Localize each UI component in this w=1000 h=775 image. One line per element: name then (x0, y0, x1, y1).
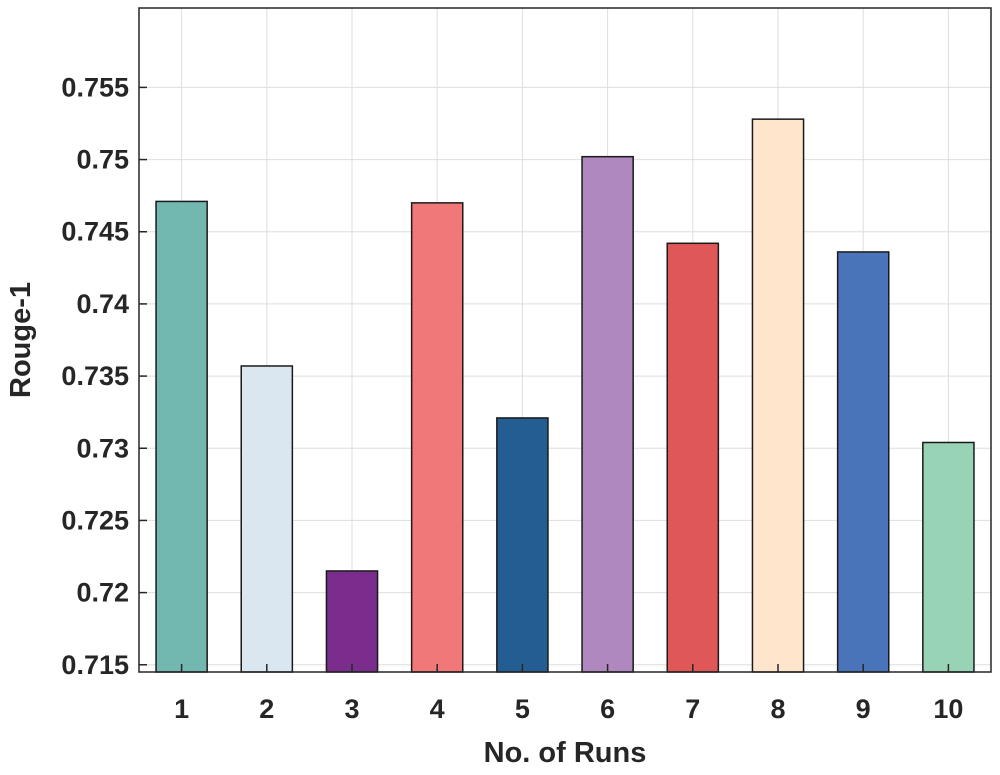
x-tick-label: 5 (515, 694, 530, 724)
x-axis-label: No. of Runs (484, 737, 647, 769)
bar-run-10 (922, 441, 975, 673)
bar-run-4 (410, 202, 464, 673)
plot-frame (138, 7, 992, 673)
y-ticks: 0.715 0.72 0.725 0.73 0.735 0.74 0.745 0.75 0.75… (61, 72, 147, 680)
y-tick-label: 0.72 (76, 578, 129, 608)
x-tick-label: 10 (933, 694, 963, 724)
bar-run-8 (751, 118, 805, 673)
x-tick-label: 3 (344, 694, 359, 724)
x-tick-label: 7 (685, 694, 700, 724)
bar-run-1 (155, 200, 208, 673)
x-tick-label: 2 (259, 694, 274, 724)
bar-run-3 (325, 570, 379, 673)
bars-layer (155, 118, 975, 673)
x-tick-label: 8 (770, 694, 785, 724)
x-ticks: 1 2 3 4 5 6 7 8 9 10 (174, 664, 963, 724)
y-tick-label: 0.75 (76, 145, 129, 175)
x-tick-label: 9 (856, 694, 871, 724)
y-tick-label: 0.745 (61, 217, 129, 247)
y-tick-label: 0.755 (61, 72, 129, 102)
y-tick-label: 0.74 (76, 289, 129, 319)
bar-run-9 (836, 251, 890, 673)
y-tick-label: 0.735 (61, 361, 129, 391)
bar-run-6 (581, 155, 634, 673)
y-tick-label: 0.725 (61, 505, 129, 535)
y-axis-label: Rouge-1 (5, 282, 37, 398)
x-tick-label: 4 (430, 694, 445, 724)
y-tick-label: 0.715 (61, 650, 129, 680)
bar-run-2 (240, 365, 294, 673)
bar-run-7 (666, 242, 720, 673)
y-tick-label: 0.73 (76, 433, 129, 463)
bar-run-5 (496, 417, 549, 673)
x-tick-label: 6 (600, 694, 615, 724)
x-tick-label: 1 (174, 694, 189, 724)
